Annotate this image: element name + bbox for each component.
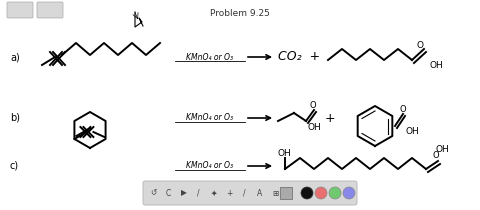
Text: ↺: ↺ (150, 189, 156, 197)
FancyBboxPatch shape (143, 181, 357, 205)
Text: C: C (166, 189, 171, 197)
Circle shape (315, 187, 327, 199)
Text: Problem 9.25: Problem 9.25 (210, 8, 270, 17)
Text: OH: OH (308, 123, 322, 133)
Text: CO₂  +: CO₂ + (278, 50, 320, 63)
Text: a): a) (10, 52, 20, 62)
Text: KMnO₄ or O₃: KMnO₄ or O₃ (187, 52, 233, 62)
Text: KMnO₄ or O₃: KMnO₄ or O₃ (187, 161, 233, 171)
Text: O: O (400, 105, 406, 114)
Circle shape (329, 187, 341, 199)
Text: O: O (310, 101, 316, 110)
Text: /: / (197, 189, 200, 197)
Text: OH: OH (430, 60, 444, 70)
Text: ✦: ✦ (211, 189, 217, 197)
Text: OH: OH (435, 146, 449, 155)
Text: +: + (324, 112, 336, 125)
Text: A: A (257, 189, 263, 197)
Text: O: O (417, 41, 423, 50)
Text: ▶: ▶ (180, 189, 186, 197)
Circle shape (301, 187, 313, 199)
Circle shape (343, 187, 355, 199)
Text: c): c) (10, 161, 19, 171)
Text: ⊞: ⊞ (272, 189, 278, 197)
Text: OH: OH (405, 127, 419, 136)
FancyBboxPatch shape (37, 2, 63, 18)
FancyBboxPatch shape (7, 2, 33, 18)
Text: /: / (243, 189, 246, 197)
Text: +: + (226, 189, 232, 197)
Text: b): b) (10, 113, 20, 123)
Text: OH: OH (278, 150, 292, 159)
Bar (280, 187, 292, 199)
Text: KMnO₄ or O₃: KMnO₄ or O₃ (187, 113, 233, 122)
Text: O: O (432, 151, 439, 160)
